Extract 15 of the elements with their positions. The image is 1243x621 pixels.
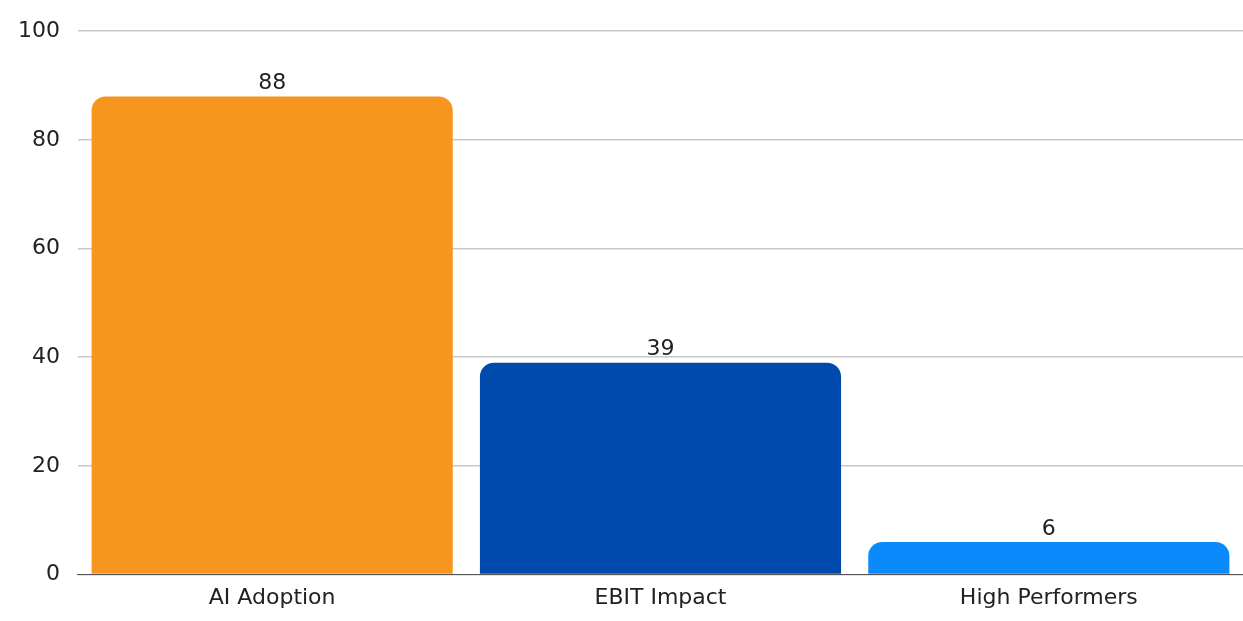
y-tick-label: 40 xyxy=(31,342,60,368)
bar xyxy=(479,362,842,574)
y-tick-label: 20 xyxy=(31,451,60,477)
x-tick-label: High Performers xyxy=(959,583,1138,609)
x-tick-label: EBIT Impact xyxy=(594,583,727,609)
data-label: 6 xyxy=(1041,514,1056,540)
bar xyxy=(91,96,453,574)
data-label: 88 xyxy=(258,69,287,95)
data-label: 39 xyxy=(646,335,675,361)
y-tick-label: 60 xyxy=(31,234,60,260)
y-tick-label: 0 xyxy=(45,560,60,586)
x-tick-label: AI Adoption xyxy=(208,583,336,609)
y-tick-label: 80 xyxy=(31,125,60,151)
bar xyxy=(868,542,1230,574)
y-tick-label: 100 xyxy=(17,16,60,42)
